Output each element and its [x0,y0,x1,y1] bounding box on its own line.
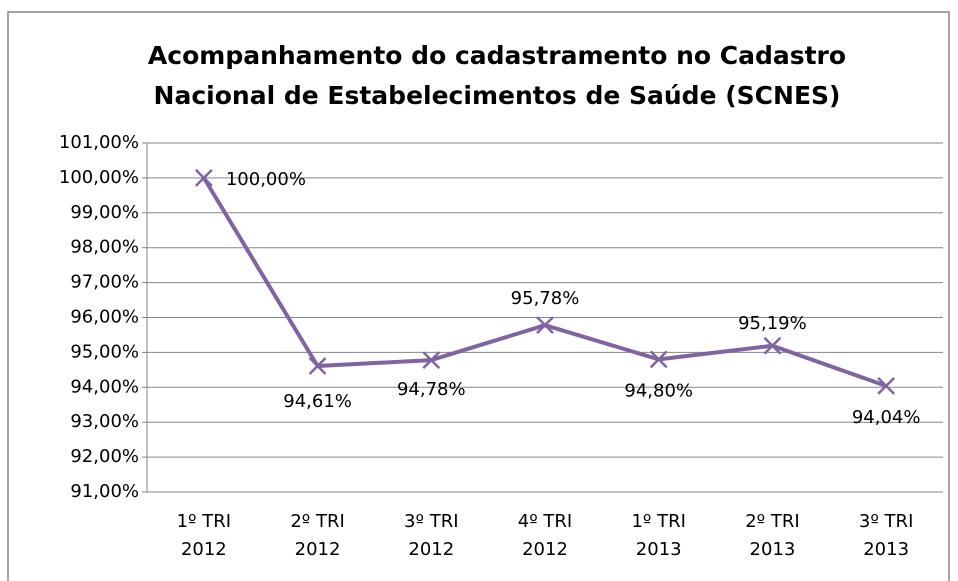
data-label: 94,04% [852,407,921,428]
marker [308,357,327,375]
x-tick-label: 2º TRI 2012 [290,511,345,560]
y-tick-label: 97,00% [70,272,139,293]
y-tick-label: 94,00% [70,376,139,397]
x-tick-label: 4º TRI 2012 [517,511,573,560]
data-label: 94,61% [283,391,352,412]
marker [194,169,213,187]
y-tick-label: 95,00% [70,341,139,362]
y-tick-label: 96,00% [70,307,139,328]
data-label: 95,78% [511,288,580,309]
y-tick-label: 101,00% [59,132,139,153]
marker [877,377,896,395]
y-tick-label: 98,00% [70,237,139,258]
data-label: 94,80% [624,380,693,401]
marker [649,350,668,369]
marker [763,336,782,355]
x-tick-label: 1º TRI 2013 [631,511,686,560]
x-tick-label: 3º TRI 2012 [404,511,459,560]
x-tick-label: 1º TRI 2012 [176,511,232,560]
y-tick-label: 92,00% [70,446,139,467]
y-tick-label: 99,00% [70,202,139,223]
chart-border [7,11,950,581]
chart-title: Acompanhamento do cadastramento no Cadas… [147,41,847,110]
data-label: 100,00% [226,169,306,190]
marker [536,316,554,335]
data-label: 94,78% [397,379,466,400]
x-tick-label: 3º TRI 2013 [858,511,914,560]
y-tick-label: 100,00% [59,167,139,188]
y-tick-label: 91,00% [70,481,139,502]
y-tick-label: 93,00% [70,411,139,432]
marker [422,351,441,369]
data-label: 95,19% [738,313,807,334]
x-tick-label: 2º TRI 2013 [745,511,800,560]
